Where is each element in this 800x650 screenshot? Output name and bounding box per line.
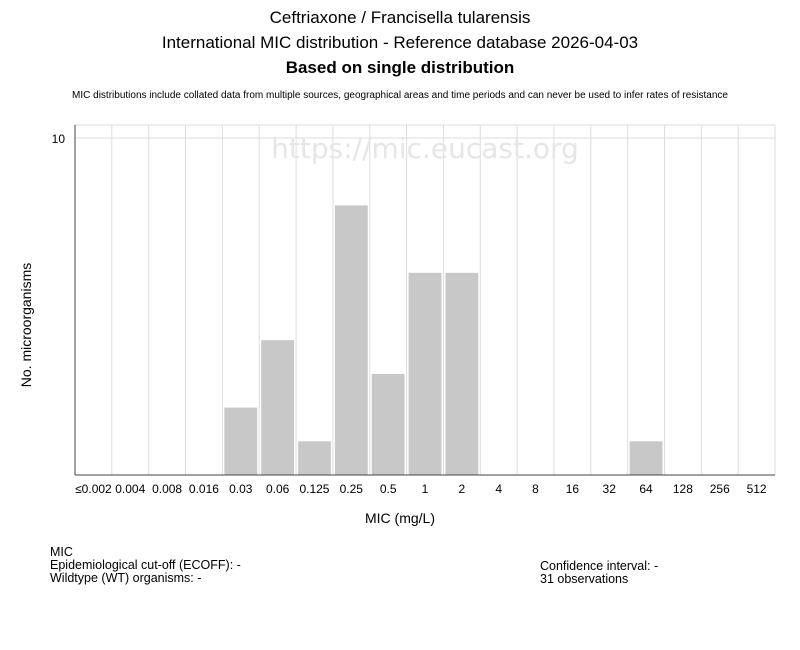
bar-0.25	[334, 205, 368, 475]
x-tick-label: 16	[566, 482, 580, 496]
observations-text: 31 observations	[540, 572, 629, 586]
watermark-text: https://mic.eucast.org	[271, 132, 579, 165]
bars	[224, 205, 663, 475]
bar-64	[629, 441, 663, 475]
bar-0.5	[371, 373, 405, 475]
x-tick-label: 0.008	[152, 482, 182, 496]
x-tick-label: 512	[747, 482, 767, 496]
axes	[74, 125, 775, 476]
bar-0.03	[224, 407, 258, 475]
chart-subtitle: International MIC distribution - Referen…	[161, 33, 639, 52]
x-tick-label: ≤0.002	[75, 482, 112, 496]
ecoff-text: Epidemiological cut-off (ECOFF): -	[50, 558, 241, 572]
bar-2	[445, 272, 479, 475]
gridlines	[75, 124, 776, 475]
x-tick-label: 1	[422, 482, 429, 496]
x-tick-label: 0.125	[299, 482, 329, 496]
bar-0.06	[261, 340, 295, 475]
x-tick-label: 64	[639, 482, 653, 496]
x-tick-label: 2	[458, 482, 465, 496]
x-tick-label: 32	[603, 482, 617, 496]
bar-0.125	[298, 441, 331, 475]
info-left: MIC Epidemiological cut-off (ECOFF): - W…	[50, 546, 241, 585]
confidence-text: Confidence interval: -	[540, 559, 659, 573]
y-tick-label: 10	[52, 132, 66, 146]
x-tick-label: 0.004	[115, 482, 145, 496]
tick-labels: 10 ≤0.002 0.004 0.008 0.016 0.03 0.06 0.125 0.25…	[52, 132, 767, 496]
x-axis-label: MIC (mg/L)	[365, 510, 435, 526]
x-tick-label: 4	[495, 482, 502, 496]
x-tick-label: 0.5	[380, 482, 397, 496]
x-tick-label: 0.25	[340, 482, 364, 496]
x-tick-label: 128	[673, 482, 693, 496]
y-axis-label: No. microorganisms	[18, 263, 34, 387]
mic-label: MIC	[50, 545, 73, 559]
x-tick-label: 0.016	[189, 482, 219, 496]
bar-1	[408, 272, 442, 475]
info-right: Confidence interval: - 31 observations	[540, 560, 658, 586]
x-tick-label: 0.03	[229, 482, 253, 496]
x-tick-label: 8	[532, 482, 539, 496]
chart-title: Ceftriaxone / Francisella tularensis	[269, 8, 531, 27]
disclaimer-text: MIC distributions include collated data …	[72, 90, 728, 101]
mic-bar-chart: https://mic.eucast.org 10 ≤0.002 0.004 0.00…	[18, 124, 776, 526]
chart-subtitle-bold: Based on single distribution	[285, 58, 515, 77]
wildtype-text: Wildtype (WT) organisms: -	[50, 571, 202, 585]
x-tick-label: 0.06	[266, 482, 290, 496]
x-tick-label: 256	[710, 482, 730, 496]
